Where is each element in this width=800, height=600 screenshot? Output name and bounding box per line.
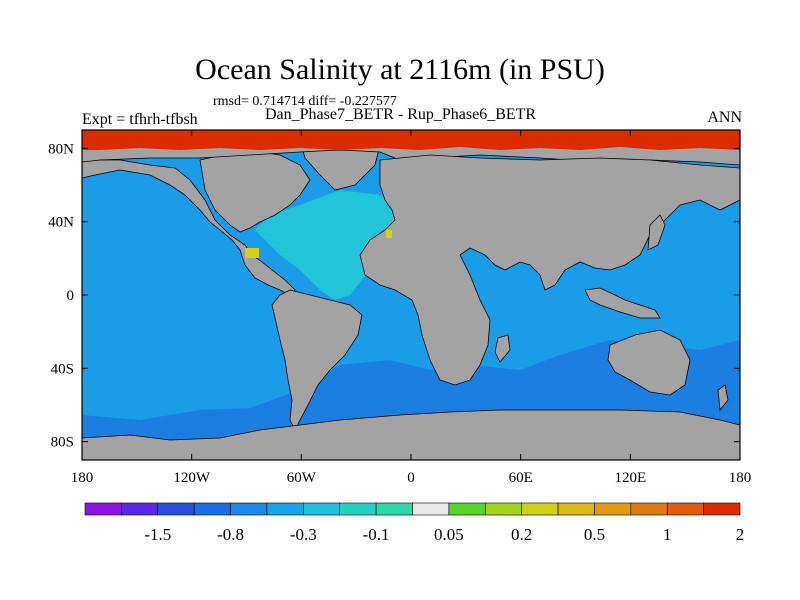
north-america-landmass — [82, 159, 296, 296]
colorbar-label: 0.5 — [584, 525, 605, 544]
colorbar-bin — [412, 502, 450, 516]
antarctica-landmass — [82, 409, 740, 460]
colorbar-bin — [157, 502, 195, 516]
colorbar-bin — [630, 502, 668, 516]
colorbar-bin — [594, 502, 632, 516]
colorbar-bin — [193, 502, 231, 516]
season-label: ANN — [707, 109, 742, 126]
madagascar-landmass — [494, 334, 511, 363]
colorbar-bin — [230, 502, 268, 516]
north-america-east — [199, 149, 311, 233]
colorbar-bin — [448, 502, 486, 516]
subtitle: Dan_Phase7_BETR - Rup_Phase6_BETR — [265, 106, 537, 123]
australia-landmass — [607, 329, 691, 396]
map-area — [82, 130, 740, 460]
x-tick-label: 120E — [614, 470, 646, 486]
colorbar: -1.5 -0.8 -0.3 -0.1 0.05 0.2 0.5 1 2 — [84, 502, 745, 544]
colorbar-bin — [703, 502, 741, 516]
x-tick-label: 60E — [509, 470, 533, 486]
colorbar-bin — [666, 502, 704, 516]
colorbar-label: 2 — [736, 525, 745, 544]
mediterranean-outflow-anomaly — [386, 230, 392, 238]
colorbar-bin — [266, 502, 304, 516]
colorbar-label: 0.05 — [434, 525, 464, 544]
axis-ticks: 180 120W 60W 0 60E 120E 180 80N 40N 0 40S 80S — [48, 130, 751, 486]
colorbar-bin — [303, 502, 341, 516]
colorbar-bin — [484, 502, 522, 516]
colorbar-label: -1.5 — [144, 525, 171, 544]
y-tick-label: 40N — [48, 215, 74, 231]
japan-landmass — [647, 214, 666, 251]
colorbar-bin — [521, 502, 559, 516]
colorbar-label: 1 — [663, 525, 672, 544]
x-tick-label: 60W — [287, 470, 317, 486]
x-tick-label: 120W — [173, 470, 211, 486]
y-tick-label: 80N — [48, 141, 74, 157]
colorbar-label: -0.3 — [290, 525, 317, 544]
new-zealand-landmass — [717, 384, 729, 412]
chart-title: Ocean Salinity at 2116m (in PSU) — [195, 53, 605, 86]
x-tick-label: 0 — [407, 470, 415, 486]
arctic-region — [82, 130, 740, 150]
colorbar-bin — [557, 502, 595, 516]
gulf-of-mexico-anomaly — [245, 248, 259, 258]
colorbar-bin — [375, 502, 413, 516]
y-tick-label: 40S — [51, 361, 74, 377]
colorbar-bin — [339, 502, 377, 516]
south-america-landmass — [271, 289, 363, 431]
y-tick-label: 0 — [67, 288, 75, 304]
colorbar-label: -0.1 — [363, 525, 390, 544]
x-tick-label: 180 — [729, 470, 752, 486]
colorbar-bin — [84, 502, 122, 516]
indonesia-landmass — [584, 287, 661, 319]
colorbar-label: 0.2 — [511, 525, 532, 544]
experiment-label: Expt = tfhrh-tfbsh — [82, 111, 198, 128]
x-tick-label: 180 — [71, 470, 94, 486]
y-tick-label: 80S — [51, 435, 74, 451]
atlantic-ocean-region — [255, 190, 400, 300]
stats-line: rmsd= 0.714714 diff= -0.227577 — [213, 94, 397, 109]
eurasia-africa-landmass — [359, 154, 740, 386]
colorbar-bin — [121, 502, 159, 516]
colorbar-label: -0.8 — [217, 525, 244, 544]
